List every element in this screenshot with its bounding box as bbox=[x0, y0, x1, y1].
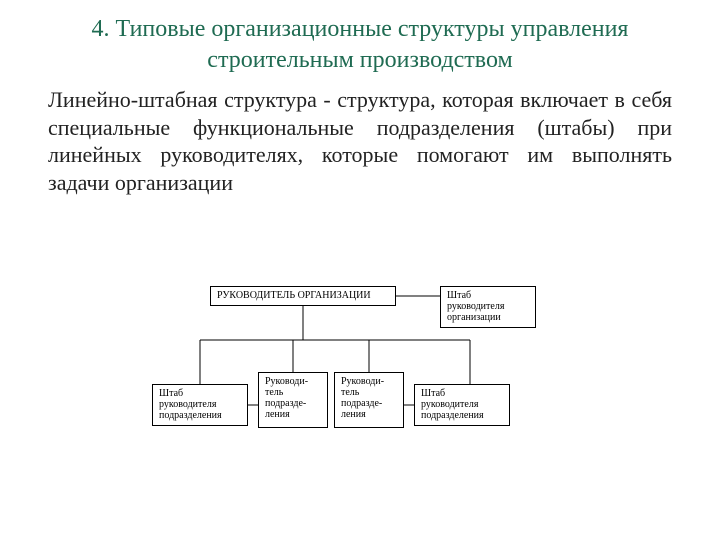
org-chart-diagram: РУКОВОДИТЕЛЬ ОРГАНИЗАЦИИ Штаб руководител… bbox=[0, 280, 720, 520]
org-node-sub2: Руководи- тель подразде- ления bbox=[334, 372, 404, 428]
org-node-head: РУКОВОДИТЕЛЬ ОРГАНИЗАЦИИ bbox=[210, 286, 396, 306]
org-node-sstaff2: Штаб руководителя подразделения bbox=[414, 384, 510, 426]
org-node-hstaff: Штаб руководителя организации bbox=[440, 286, 536, 328]
slide-body-text: Линейно-штабная структура - структура, к… bbox=[0, 82, 720, 196]
org-node-sub1: Руководи- тель подразде- ления bbox=[258, 372, 328, 428]
slide-title: 4. Типовые организационные структуры упр… bbox=[0, 0, 720, 82]
org-node-sstaff1: Штаб руководителя подразделения bbox=[152, 384, 248, 426]
